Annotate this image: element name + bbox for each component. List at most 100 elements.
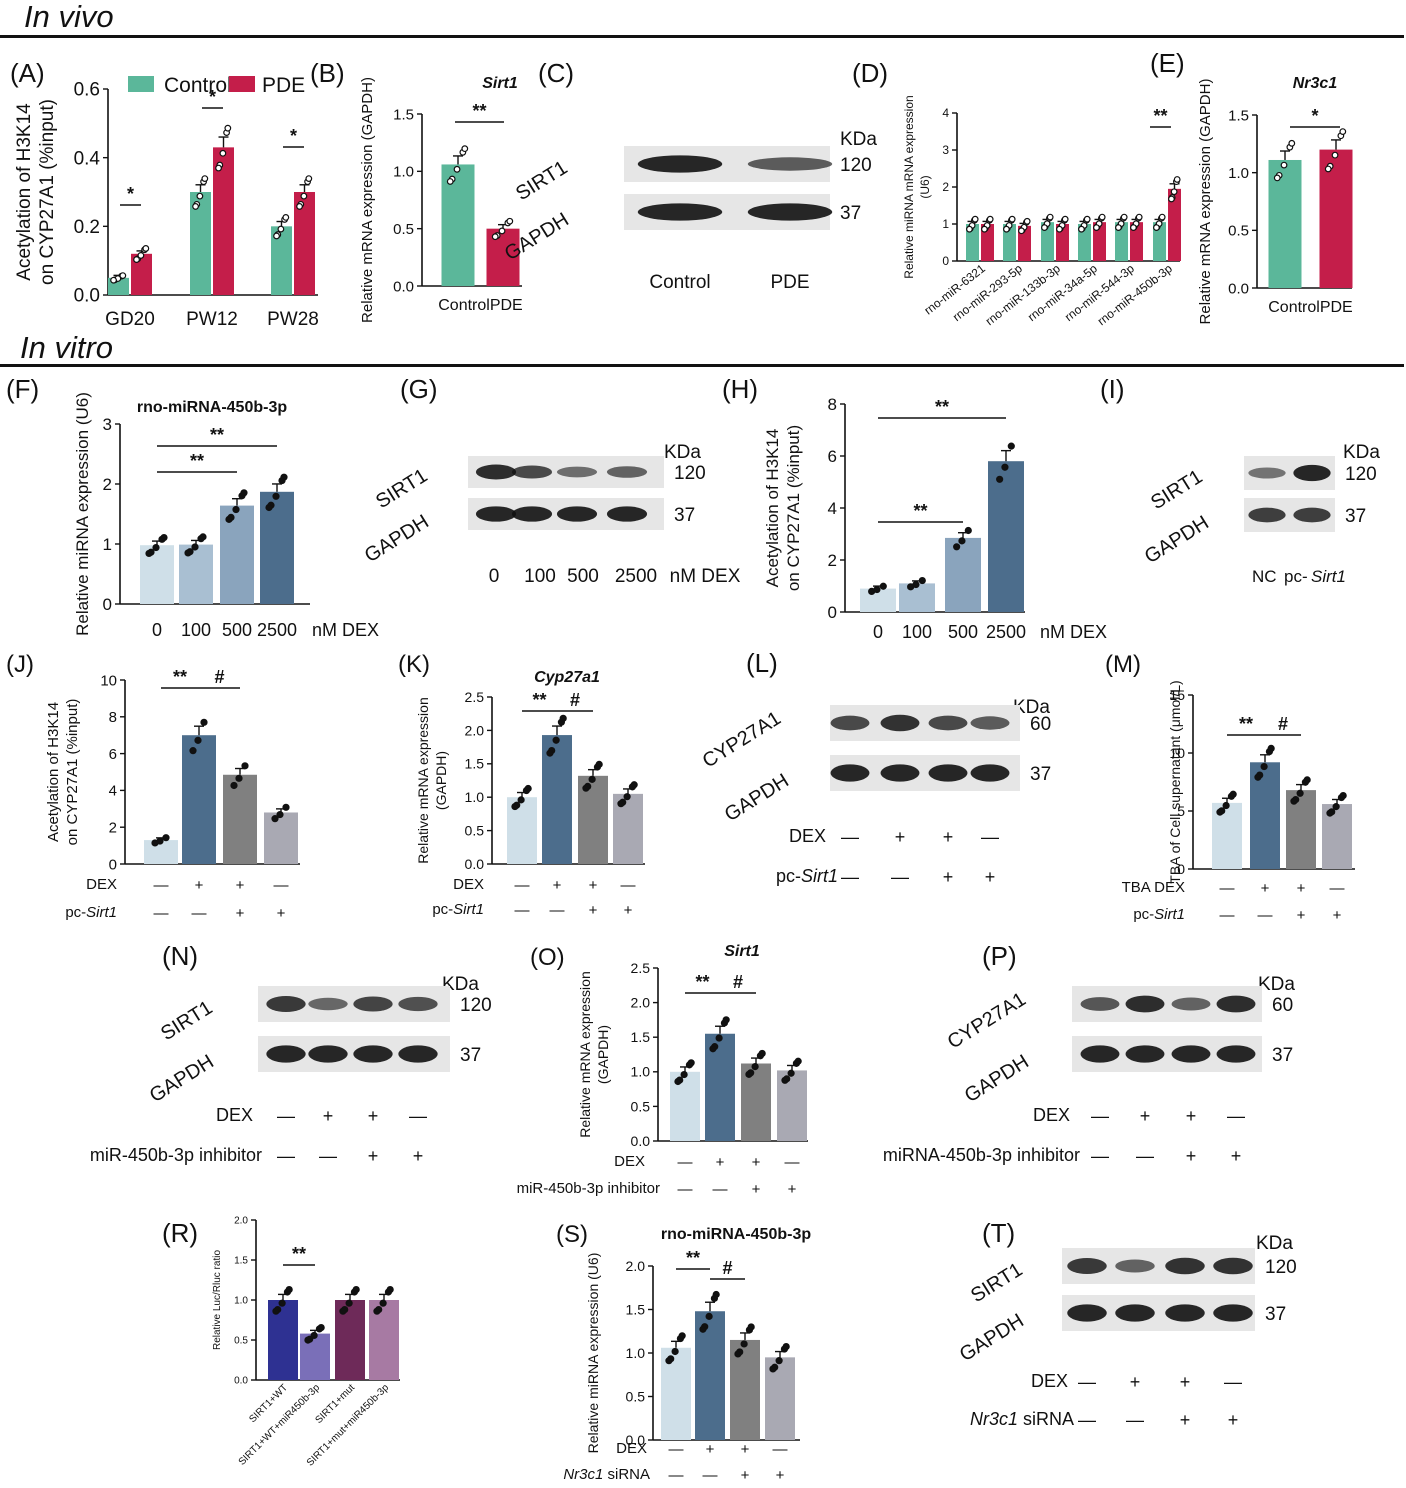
data-point [1007,442,1015,450]
molecular-weight-label: 37 [674,505,695,526]
data-point [775,1357,783,1365]
significance-mark: ** [472,101,486,121]
lane-label: 2500 [615,566,657,587]
treatment-mark: — [277,1106,295,1126]
data-point [964,526,972,535]
data-point [546,749,554,757]
data-point [219,149,227,157]
x-tick-label: 0 [873,622,883,642]
blot-band [637,155,723,173]
data-point [552,736,560,744]
bar [182,735,216,864]
treatment-mark: — [1224,1372,1242,1392]
row-label-text: siRNA [603,1466,650,1483]
y-axis-label: Relative miRNA expression (U6) [73,392,92,636]
treatment-mark: + [1180,1372,1191,1392]
y-tick-label: 1 [942,217,949,231]
blot-band [1293,507,1331,523]
protein-label: GAPDH [361,511,433,567]
y-tick-label: 1.5 [1228,107,1249,124]
treatment-mark: — [1078,1372,1096,1392]
bar [190,192,211,295]
panel-label: (K) [398,651,430,678]
lane-label: Sirt1 [1311,567,1346,586]
significance-mark: ** [173,667,187,687]
data-point [1332,803,1340,811]
treatment-mark: — [550,902,565,919]
data-point [379,1299,387,1307]
data-point [271,815,279,823]
blot-band [556,506,598,522]
y-tick-label: 2 [828,551,837,570]
treatment-mark: — [785,1154,800,1171]
treatment-mark: — [1091,1106,1109,1126]
row-label-italic: Nr3c1 [970,1409,1018,1429]
bar [1250,762,1280,869]
data-point [680,1070,688,1079]
treatment-mark: — [678,1181,693,1198]
x-tick-label: ControlPDE [1268,299,1352,316]
data-point [232,505,240,514]
treatment-mark: + [195,877,204,894]
data-point [722,1016,730,1024]
treatment-row-label: pc-Sirt1 [65,904,117,921]
data-point [1046,213,1054,221]
y-tick-label: 1 [103,535,112,554]
y-tick-label: 4 [828,499,837,518]
data-point [506,217,514,225]
treatment-mark: + [553,877,562,894]
significance-mark: * [290,126,297,146]
data-point [133,256,140,263]
data-point [1023,217,1031,225]
bar [578,775,608,864]
data-point [278,1299,286,1307]
y-tick-label: 0.5 [393,221,414,238]
data-point [511,802,519,811]
blot-band [1125,1045,1165,1063]
treatment-mark: — [154,905,169,922]
data-point [282,803,290,811]
protein-label: SIRT1 [512,157,571,206]
bar [730,1339,760,1440]
data-point [709,1045,717,1053]
data-point [265,503,273,512]
y-tick-label: 1.0 [626,1345,646,1361]
treatment-mark: + [1228,1410,1239,1430]
data-point [971,215,979,223]
bar [294,192,315,295]
data-point [201,175,209,183]
panel-label: (H) [722,374,758,404]
molecular-weight-label: 120 [1265,1257,1297,1278]
data-point [879,582,887,590]
bar [705,1033,735,1141]
data-point [1267,744,1275,753]
y-tick-label: 1.5 [465,756,485,772]
panel-label: (D) [852,58,888,88]
y-axis-label: Relative miRNA expression (U6) [585,1253,601,1454]
treatment-row-label: pc-Sirt1 [1133,906,1185,923]
treatment-mark: — [669,1467,684,1484]
row-label-text: TBA DEX [1122,879,1185,896]
blot-band [1216,1045,1256,1063]
data-point [715,1034,723,1042]
molecular-weight-label: 120 [840,155,872,176]
data-point [630,781,638,789]
data-point [119,272,127,280]
bar [695,1311,725,1440]
y-tick-label: 8 [109,709,117,726]
bar [486,228,520,286]
data-point [1078,225,1085,233]
data-point [285,1285,293,1294]
y-tick-label: 8 [828,395,837,414]
treatment-mark: + [323,1106,334,1126]
row-label-text: DEX [1033,1105,1070,1125]
data-point [1216,808,1224,816]
y-axis-label: on CYP27A1 (%input) [64,699,81,846]
blot-band [880,764,920,782]
blot-band [970,764,1010,782]
treatment-mark: + [1333,907,1342,924]
data-point [705,1312,713,1320]
panel-label: (N) [162,941,198,971]
bar [661,1347,691,1440]
data-point [1273,174,1281,182]
